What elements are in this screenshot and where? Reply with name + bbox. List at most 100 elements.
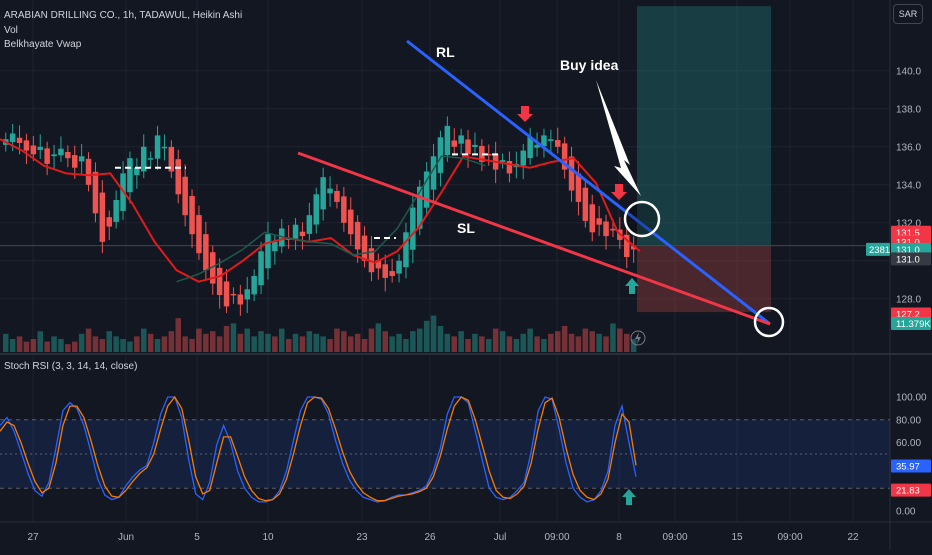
volume-bar-81 (561, 326, 568, 352)
candle-body-55 (382, 264, 388, 278)
volume-bar-44 (306, 331, 313, 352)
price-tag-label: 131.0 (896, 254, 920, 265)
lightning-icon-ring (630, 330, 646, 346)
candle-body-27 (189, 195, 195, 235)
volume-bar-16 (113, 336, 119, 352)
target-circle (753, 306, 785, 338)
time-tick-label: 10 (262, 532, 274, 543)
candle-body-78 (541, 135, 547, 147)
candle-body-53 (368, 248, 375, 273)
volume-bar-69 (479, 336, 485, 352)
candle-body-86 (596, 218, 602, 225)
volume-bar-74 (513, 339, 520, 352)
stoch-rsi-label[interactable]: Stoch RSI (3, 3, 14, 14, close) (4, 361, 138, 372)
candle-body-28 (196, 215, 202, 254)
buy-signal-arrow-1 (625, 278, 639, 294)
candle-body-47 (327, 188, 333, 194)
candle-body-46 (320, 177, 326, 210)
volume-bar-79 (548, 333, 554, 352)
price-tag-label: 131.5 (896, 228, 920, 239)
volume-bar-35 (244, 328, 250, 352)
time-axis[interactable]: 27 Jun 5 10 23 26 Jul 09:00 8 09:00 15 09:00 22 (27, 532, 859, 543)
candle-body-8 (58, 148, 64, 156)
time-tick-label: 8 (616, 532, 622, 543)
volume-bar-71 (492, 328, 499, 352)
volume-bar-91 (630, 339, 637, 352)
volume-bar-78 (541, 339, 547, 352)
price-tick-label: 134.0 (896, 180, 921, 191)
candle-body-22 (154, 135, 161, 159)
candle-body-37 (258, 251, 264, 286)
candle-body-59 (410, 207, 416, 250)
volume-bar-4 (30, 339, 37, 352)
volume-bar-17 (120, 339, 126, 352)
annotation-marks (517, 80, 785, 505)
candle-body-52 (361, 235, 368, 261)
volume-bar-20 (141, 328, 147, 352)
volume-bar-43 (299, 336, 306, 352)
volume-bar-38 (265, 333, 271, 352)
candle-body-67 (465, 139, 471, 155)
volume-bar-5 (37, 331, 43, 352)
volume-bar-85 (589, 331, 595, 352)
volume-bar-87 (603, 336, 609, 352)
time-tick-label: 23 (356, 532, 368, 543)
candle-body-64 (444, 125, 451, 156)
time-tick-label: 5 (194, 532, 200, 543)
candle-body-56 (389, 271, 395, 276)
volume-bar-59 (410, 331, 416, 352)
price-axis[interactable]: 128.0130.0132.0134.0136.0138.0140.00.002… (866, 66, 931, 518)
volume-indicator-label[interactable]: Vol (4, 25, 18, 36)
buy-signal-arrow-2 (622, 489, 636, 505)
candle-body-25 (175, 159, 181, 195)
volume-bar-49 (341, 331, 347, 352)
currency-button[interactable]: SAR (893, 4, 923, 24)
volume-bar-14 (99, 339, 106, 352)
candle-body-62 (430, 156, 437, 190)
candle-body-91 (630, 245, 637, 250)
candle-body-61 (423, 171, 430, 208)
candle-body-84 (582, 187, 589, 221)
candle-body-2 (16, 137, 23, 143)
volume-bar-27 (189, 339, 195, 352)
candle-body-82 (568, 156, 575, 191)
sl-label: SL (457, 220, 475, 236)
vwap-line (0, 138, 641, 283)
volume-bar-36 (251, 336, 257, 352)
candle-body-40 (279, 228, 285, 247)
vwap-indicator-label[interactable]: Belkhayate Vwap (4, 39, 82, 50)
volume-bar-48 (334, 328, 340, 352)
price-tick-label: 136.0 (896, 142, 921, 153)
target-zone (637, 6, 771, 246)
buy-circle (623, 200, 661, 238)
price-tag-bg (891, 252, 931, 266)
volume-bar-39 (272, 336, 278, 352)
candle-body-20 (141, 146, 147, 172)
candle-body-9 (65, 151, 71, 159)
candle-body-83 (575, 173, 582, 202)
volume-bar-65 (451, 336, 457, 352)
volume-bar-66 (458, 331, 464, 352)
candle-body-77 (534, 144, 540, 148)
candle-body-38 (265, 234, 271, 269)
stoch-d-tag-label: 21.83 (896, 486, 920, 497)
candle-body-11 (78, 156, 85, 162)
volume-bar-60 (417, 328, 423, 352)
volume-bar-57 (396, 333, 402, 352)
stop-zone (637, 245, 771, 313)
volume-bar-76 (527, 328, 533, 352)
candle-body-35 (244, 289, 250, 300)
candle-body-42 (292, 224, 299, 239)
volume-bar-29 (203, 333, 209, 352)
trend-lines[interactable] (297, 39, 771, 326)
time-tick-label: Jul (494, 532, 507, 543)
volume-bar-31 (216, 336, 223, 352)
stoch-tick-label: 80.00 (896, 415, 921, 426)
volume-bar-56 (389, 336, 395, 352)
volume-bar-12 (85, 328, 92, 352)
candle-body-72 (499, 160, 506, 162)
volume-bars (3, 315, 637, 352)
candle-body-63 (437, 137, 444, 173)
